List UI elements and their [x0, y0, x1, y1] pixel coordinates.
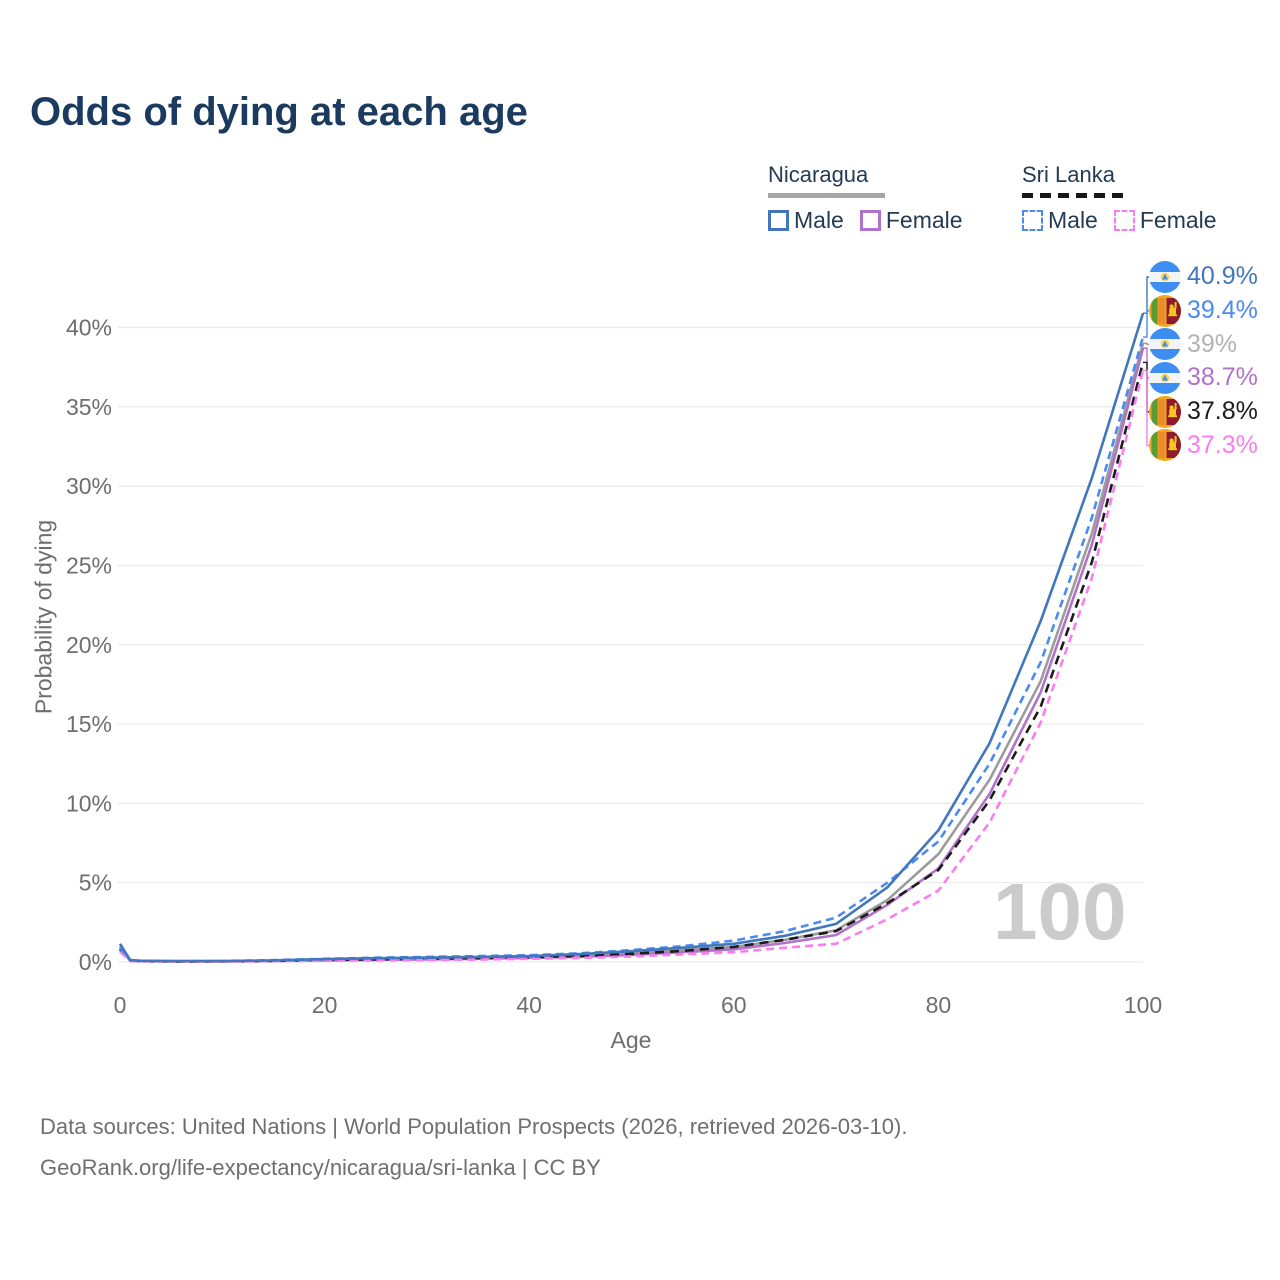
- legend-label-nicaragua-female: Female: [885, 207, 963, 233]
- sri-lanka-flag-icon: [1149, 395, 1181, 428]
- y-tick-label: 25%: [66, 552, 112, 578]
- y-tick-label: 0%: [79, 949, 112, 975]
- y-tick-label: 40%: [66, 315, 112, 341]
- legend-swatch-sri-lanka-male[interactable]: [1022, 210, 1043, 231]
- legend-group-sri-lanka: Sri Lanka Male Female: [1022, 162, 1217, 234]
- legend-label-sri-lanka-male: Male: [1048, 207, 1098, 233]
- page-title: Odds of dying at each age: [30, 90, 528, 134]
- series-line-sri-lanka-female[interactable]: [119, 369, 1145, 963]
- legend-country-nicaragua: Nicaragua: [768, 162, 869, 187]
- nicaragua-flag-icon: [1149, 328, 1181, 361]
- y-tick-label: 10%: [66, 790, 112, 816]
- y-tick-label: 30%: [66, 473, 112, 499]
- sri-lanka-flag-icon: [1149, 429, 1181, 462]
- legend-swatch-nicaragua-female[interactable]: [859, 210, 881, 231]
- legend-swatch-sri-lanka-female[interactable]: [1113, 210, 1135, 231]
- y-tick-label: 35%: [66, 394, 112, 420]
- series-line-sri-lanka-both[interactable]: [119, 362, 1145, 963]
- series-line-nicaragua-both[interactable]: [118, 343, 1145, 963]
- nicaragua-flag-icon: [1149, 260, 1181, 293]
- end-label-connector-nicaragua-both: [1143, 342, 1151, 346]
- age-counter-watermark: 100: [993, 867, 1127, 956]
- series-line-nicaragua-female[interactable]: [119, 347, 1145, 963]
- end-label-value-nicaragua-both: 39%: [1187, 329, 1238, 358]
- legend-country-sri-lanka: Sri Lanka: [1022, 162, 1115, 187]
- end-label-value-sri-lanka-female: 37.3%: [1187, 430, 1258, 459]
- y-tick-label: 15%: [66, 711, 112, 737]
- footer-attribution: GeoRank.org/life-expectancy/nicaragua/sr…: [40, 1155, 601, 1180]
- end-label-nicaragua-male[interactable]: 40.9%: [1149, 260, 1258, 294]
- legend-group-nicaragua: Nicaragua Male Female: [768, 162, 963, 234]
- legend-item-sri-lanka-male[interactable]: Male: [1022, 207, 1098, 234]
- end-label-sri-lanka-both[interactable]: 37.8%: [1149, 395, 1258, 429]
- end-label-connector-nicaragua-male: [1143, 276, 1151, 314]
- x-tick-label: 80: [926, 992, 952, 1018]
- x-axis-title: Age: [611, 1027, 652, 1053]
- end-label-connector-sri-lanka-female: [1143, 369, 1151, 447]
- y-tick-label: 5%: [79, 870, 112, 896]
- end-label-sri-lanka-female[interactable]: 37.3%: [1149, 428, 1258, 462]
- end-label-value-sri-lanka-male: 39.4%: [1187, 296, 1258, 325]
- series-line-nicaragua-male[interactable]: [118, 312, 1145, 963]
- x-tick-label: 100: [1124, 992, 1162, 1018]
- end-label-nicaragua-female[interactable]: 38.7%: [1149, 361, 1258, 395]
- legend-line-sample-nicaragua: [768, 193, 885, 198]
- end-labels: 40.9% 39.4% 39%: [1149, 260, 1258, 462]
- nicaragua-flag-icon: [1149, 361, 1181, 394]
- legend-item-nicaragua-female[interactable]: Female: [859, 207, 963, 234]
- y-axis-title: Probability of dying: [30, 519, 57, 715]
- legend-label-nicaragua-male: Male: [794, 207, 844, 233]
- legend-item-nicaragua-male[interactable]: Male: [768, 207, 844, 234]
- x-tick-label: 40: [516, 992, 542, 1018]
- end-label-sri-lanka-male[interactable]: 39.4%: [1149, 294, 1258, 328]
- legend-swatch-nicaragua-male[interactable]: [768, 210, 789, 231]
- footer: Data sources: United Nations | World Pop…: [40, 1106, 907, 1188]
- legend-item-sri-lanka-female[interactable]: Female: [1113, 207, 1217, 234]
- legend-label-sri-lanka-female: Female: [1139, 207, 1217, 233]
- end-label-value-nicaragua-male: 40.9%: [1187, 262, 1258, 291]
- x-tick-label: 20: [312, 992, 338, 1018]
- legend-line-sample-sri-lanka: [1022, 193, 1128, 198]
- end-label-connector-sri-lanka-male: [1143, 310, 1151, 338]
- end-label-nicaragua-both[interactable]: 39%: [1149, 327, 1258, 361]
- footer-data-sources: Data sources: United Nations | World Pop…: [40, 1114, 908, 1139]
- x-tick-label: 60: [721, 992, 747, 1018]
- sri-lanka-flag-icon: [1149, 294, 1181, 327]
- series-line-sri-lanka-male[interactable]: [118, 336, 1145, 963]
- end-label-value-nicaragua-female: 38.7%: [1187, 363, 1258, 392]
- x-tick-label: 0: [114, 992, 127, 1018]
- y-tick-label: 20%: [66, 632, 112, 658]
- end-label-value-sri-lanka-both: 37.8%: [1187, 397, 1258, 426]
